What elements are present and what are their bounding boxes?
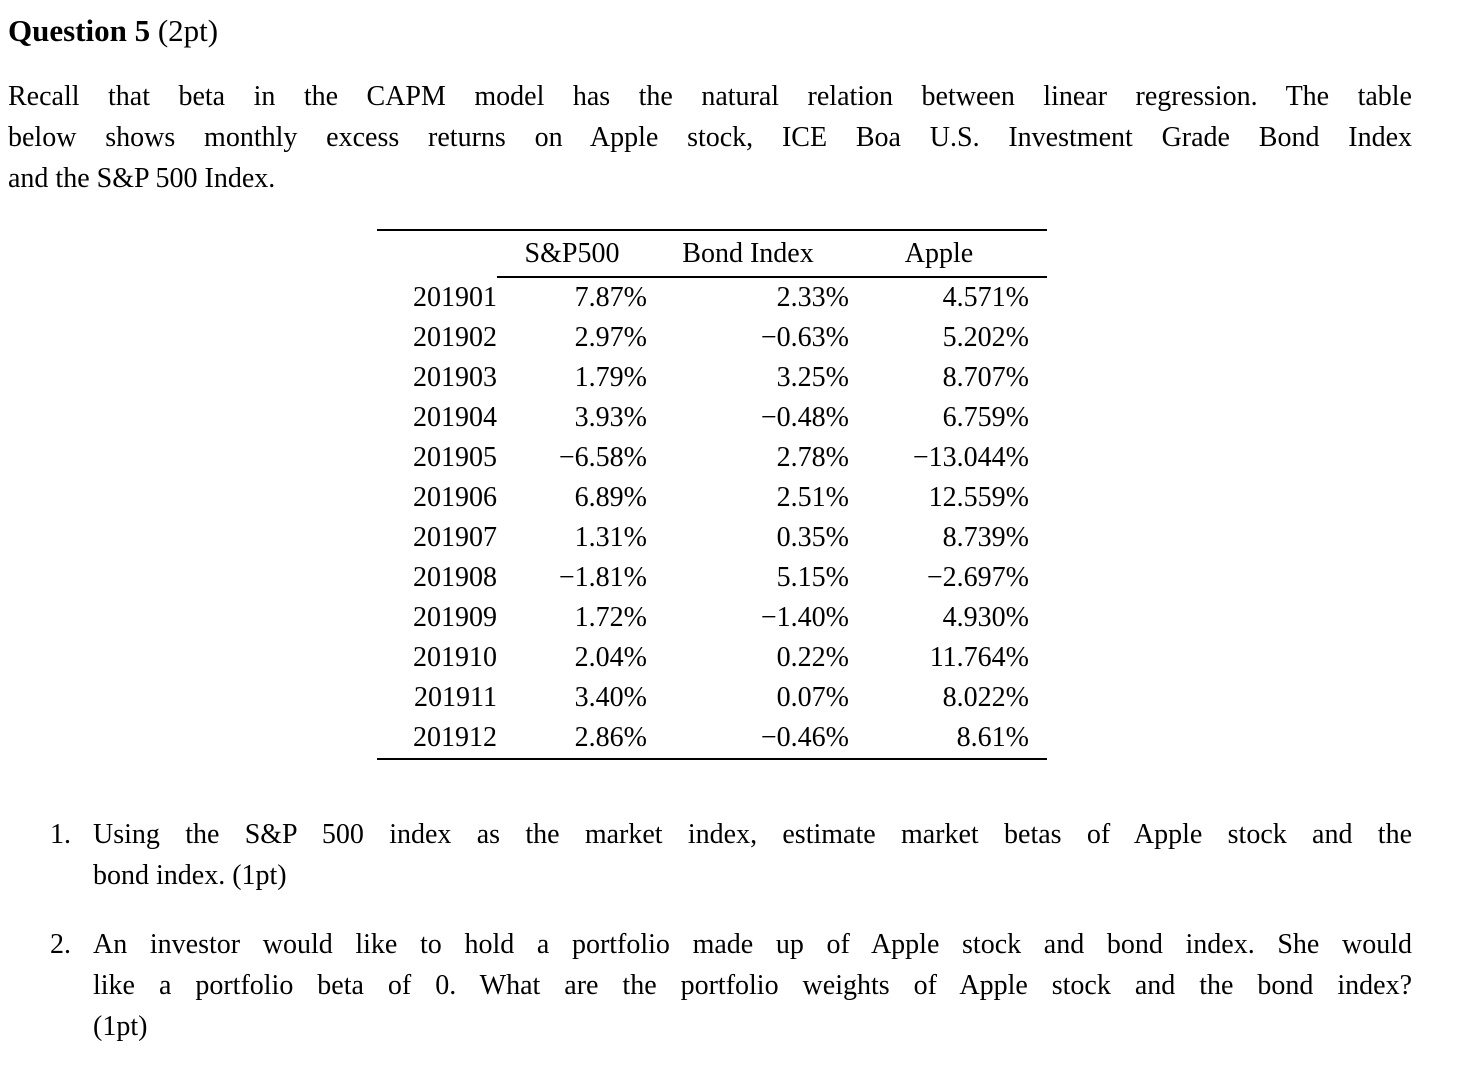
cell-apple: 8.707% (942, 362, 1029, 393)
cell-sp500: 1.79% (574, 362, 647, 393)
cell-apple: −2.697% (926, 562, 1029, 593)
cell-month: 201904 (413, 402, 497, 433)
cell-bond: 0.35% (776, 522, 849, 553)
intro-paragraph: Recall that beta in the CAPM model has t… (8, 76, 1412, 199)
cell-sp500: 3.40% (574, 682, 647, 713)
cell-bond: 2.33% (776, 282, 849, 313)
table-row: 201908 −1.81% 5.15% −2.697% (377, 558, 1047, 598)
table-row: 201910 2.04% 0.22% 11.764% (377, 638, 1047, 678)
table-row: 201905 −6.58% 2.78% −13.044% (377, 438, 1047, 478)
cell-bond: 3.25% (776, 362, 849, 393)
cell-sp500: 6.89% (574, 482, 647, 513)
table-row: 201912 2.86% −0.46% 8.61% (377, 718, 1047, 760)
question-points: (2pt) (157, 13, 219, 48)
cell-bond: 2.78% (776, 442, 849, 473)
question-heading: Question 5 (2pt) (8, 10, 1476, 52)
column-header-sp500: S&P500 (497, 229, 647, 278)
cell-apple: 11.764% (929, 642, 1029, 673)
cell-bond: −0.48% (760, 402, 849, 433)
intro-line-3: and the S&P 500 Index. (8, 163, 276, 194)
question-item-2: 2. An investor would like to hold a port… (8, 924, 1476, 1047)
cell-month: 201901 (413, 281, 497, 313)
cell-month: 201912 (377, 718, 497, 760)
column-header-month (377, 229, 497, 277)
document-page: Question 5 (2pt) Recall that beta in the… (8, 10, 1476, 1047)
cell-apple: 4.571% (942, 282, 1029, 313)
cell-bond: −0.63% (760, 322, 849, 353)
question-title: Question 5 (8, 13, 151, 48)
table-row: 201906 6.89% 2.51% 12.559% (377, 478, 1047, 518)
column-header-bond-index: Bond Index (647, 229, 849, 278)
question-2-line-2: like a portfolio beta of 0. What are the… (93, 970, 1412, 1001)
table-row: 201901 7.87% 2.33% 4.571% (377, 277, 1047, 318)
returns-table: S&P500 Bond Index Apple 201901 7.87% 2.33%… (377, 229, 1047, 760)
header-row: S&P500 Bond Index Apple (377, 229, 1047, 278)
cell-bond: 0.07% (776, 682, 849, 713)
returns-table-container: S&P500 Bond Index Apple 201901 7.87% 2.33%… (377, 229, 1476, 760)
intro-line-2: below shows monthly excess returns on Ap… (8, 122, 1412, 153)
cell-sp500: 3.93% (574, 402, 647, 433)
question-item-1: 1. Using the S&P 500 index as the market… (8, 814, 1476, 896)
cell-bond: −0.46% (647, 718, 849, 760)
question-1-line-1: Using the S&P 500 index as the market in… (93, 819, 1412, 850)
question-2-line-3: (1pt) (93, 1011, 148, 1042)
column-header-apple: Apple (849, 229, 1047, 278)
cell-month: 201903 (413, 362, 497, 393)
cell-bond: 2.51% (776, 482, 849, 513)
cell-sp500: −1.81% (558, 562, 647, 593)
question-2-line-1: An investor would like to hold a portfol… (93, 929, 1412, 960)
question-1-number: 1. (50, 819, 71, 850)
question-2-number: 2. (50, 929, 71, 960)
cell-month: 201902 (413, 322, 497, 353)
cell-sp500: 2.97% (574, 322, 647, 353)
cell-apple: 5.202% (942, 322, 1029, 353)
returns-table-head: S&P500 Bond Index Apple (377, 229, 1047, 278)
cell-apple: 8.739% (942, 522, 1029, 553)
intro-line-1: Recall that beta in the CAPM model has t… (8, 81, 1412, 112)
cell-sp500: −6.58% (558, 442, 647, 473)
returns-table-body: 201901 7.87% 2.33% 4.571% 201902 2.97% −0.63% 5… (377, 277, 1047, 760)
cell-sp500: 1.31% (574, 522, 647, 553)
cell-month: 201908 (413, 562, 497, 593)
table-row: 201909 1.72% −1.40% 4.930% (377, 598, 1047, 638)
table-row: 201911 3.40% 0.07% 8.022% (377, 678, 1047, 718)
cell-bond: 0.22% (776, 642, 849, 673)
cell-month: 201906 (413, 482, 497, 513)
cell-apple: −13.044% (912, 442, 1029, 473)
cell-bond: 5.15% (776, 562, 849, 593)
question-list: 1. Using the S&P 500 index as the market… (8, 814, 1476, 1047)
cell-sp500: 1.72% (574, 602, 647, 633)
cell-month: 201910 (413, 642, 497, 673)
cell-sp500: 2.04% (574, 642, 647, 673)
cell-apple: 8.022% (942, 682, 1029, 713)
cell-month: 201911 (414, 682, 497, 713)
table-row: 201902 2.97% −0.63% 5.202% (377, 318, 1047, 358)
cell-sp500: 2.86% (497, 718, 647, 760)
cell-apple: 4.930% (942, 602, 1029, 633)
cell-apple: 12.559% (928, 482, 1029, 513)
table-row: 201903 1.79% 3.25% 8.707% (377, 358, 1047, 398)
table-row: 201904 3.93% −0.48% 6.759% (377, 398, 1047, 438)
table-row: 201907 1.31% 0.35% 8.739% (377, 518, 1047, 558)
question-1-text: Using the S&P 500 index as the market in… (93, 814, 1412, 896)
question-2-text: An investor would like to hold a portfol… (93, 924, 1412, 1047)
question-1-line-2: bond index. (1pt) (93, 860, 287, 891)
cell-apple: 6.759% (942, 402, 1029, 433)
cell-month: 201907 (413, 522, 497, 553)
cell-month: 201905 (413, 442, 497, 473)
cell-apple: 8.61% (849, 718, 1047, 760)
cell-bond: −1.40% (760, 602, 849, 633)
cell-sp500: 7.87% (574, 282, 647, 313)
cell-month: 201909 (413, 602, 497, 633)
